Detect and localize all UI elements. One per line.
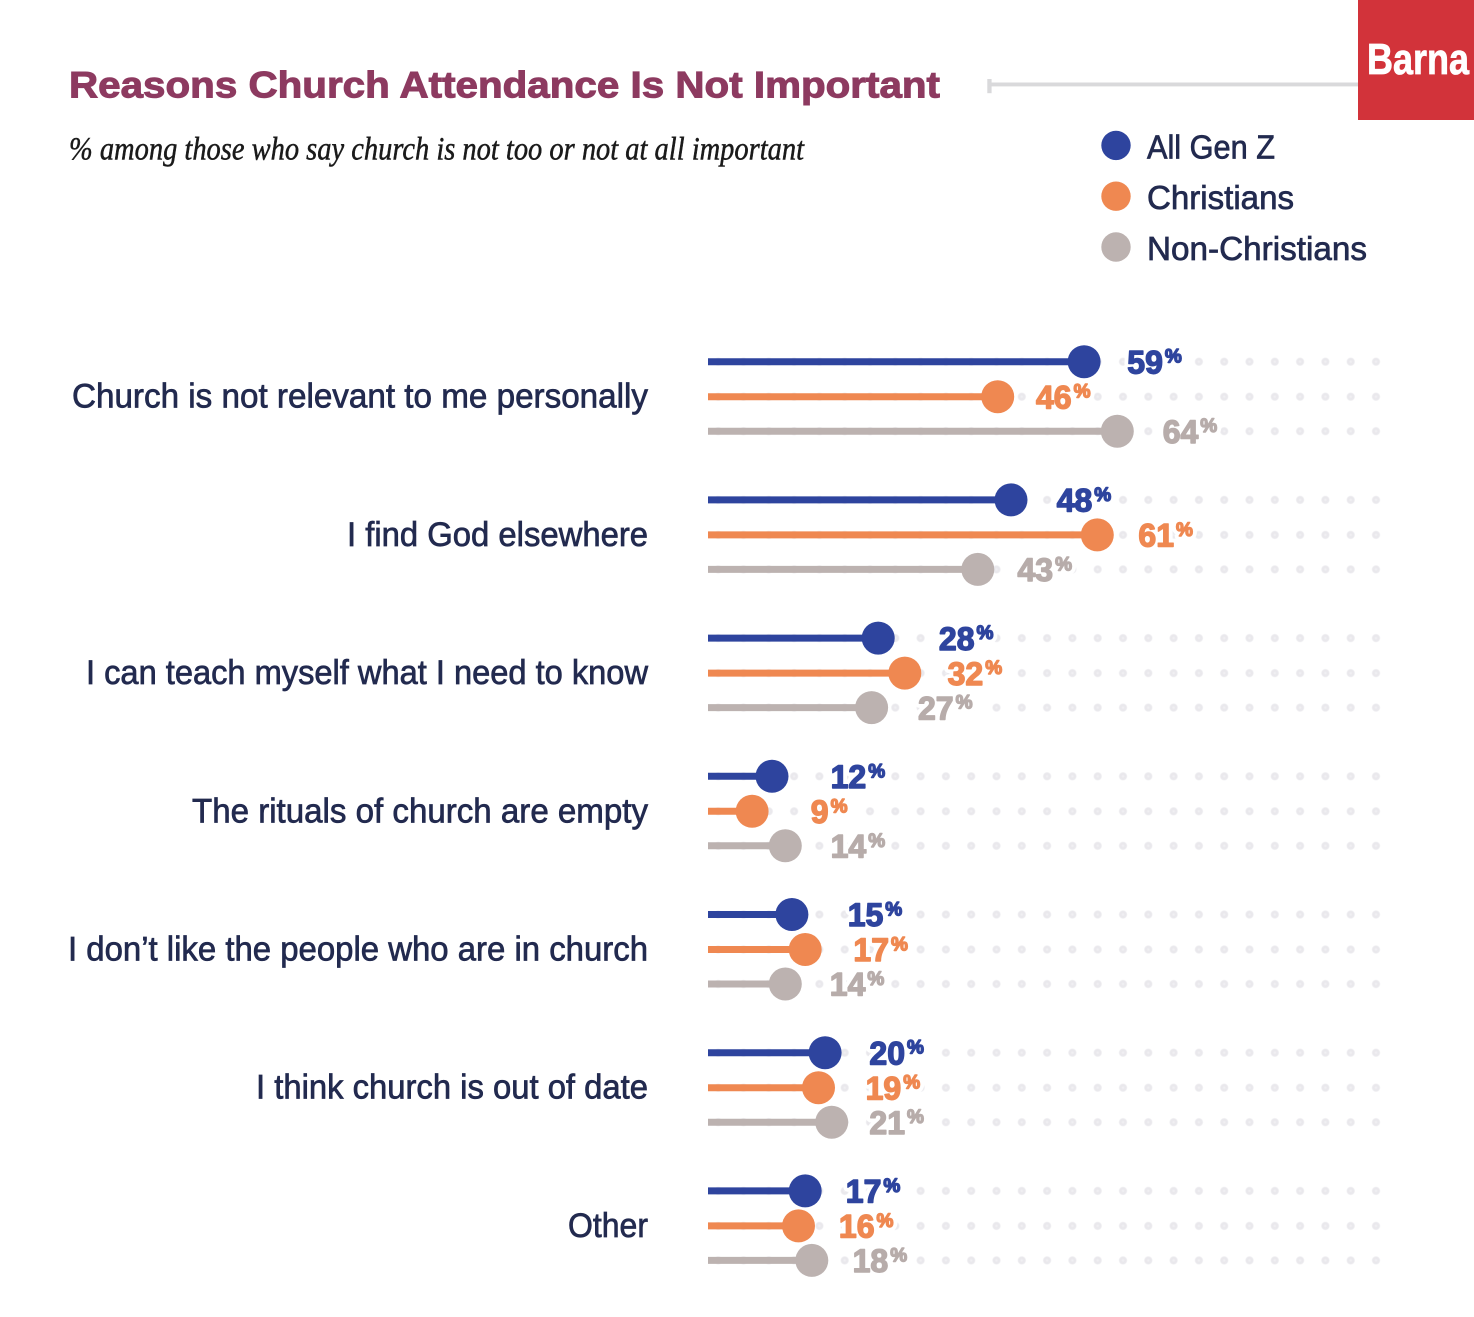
svg-text:I don’t like the people who ar: I don’t like the people who are in churc… [68, 931, 648, 969]
svg-text:Non-Christians: Non-Christians [1147, 230, 1367, 267]
svg-text:Christians: Christians [1147, 179, 1294, 216]
svg-text:20%: 20% [869, 1035, 924, 1071]
svg-text:18%: 18% [853, 1243, 908, 1279]
svg-text:64%: 64% [1163, 414, 1218, 450]
svg-text:% among those who say church i: % among those who say church is not too … [69, 132, 805, 168]
svg-text:Other: Other [568, 1207, 648, 1245]
svg-text:Barna: Barna [1367, 35, 1469, 84]
svg-text:All Gen Z: All Gen Z [1147, 128, 1275, 165]
svg-text:I find God elsewhere: I find God elsewhere [347, 516, 648, 554]
svg-text:The rituals of church are empt: The rituals of church are empty [192, 792, 648, 830]
svg-text:17%: 17% [853, 932, 908, 968]
svg-text:14%: 14% [830, 967, 885, 1003]
svg-text:I think church is out of date: I think church is out of date [256, 1069, 648, 1107]
svg-text:16%: 16% [839, 1209, 894, 1245]
svg-text:21%: 21% [869, 1105, 924, 1141]
svg-text:14%: 14% [831, 829, 886, 865]
svg-text:61%: 61% [1138, 518, 1193, 554]
svg-text:15%: 15% [848, 897, 903, 933]
svg-text:12%: 12% [831, 759, 886, 795]
svg-text:I can teach myself what I need: I can teach myself what I need to know [86, 654, 648, 692]
svg-text:Reasons Church Attendance Is N: Reasons Church Attendance Is Not Importa… [69, 65, 940, 106]
svg-text:59%: 59% [1127, 344, 1182, 380]
svg-text:19%: 19% [866, 1070, 921, 1106]
svg-text:48%: 48% [1057, 483, 1112, 519]
svg-text:64%: 64% [1163, 414, 1218, 450]
svg-text:Church is not relevant to me p: Church is not relevant to me personally [72, 378, 648, 416]
